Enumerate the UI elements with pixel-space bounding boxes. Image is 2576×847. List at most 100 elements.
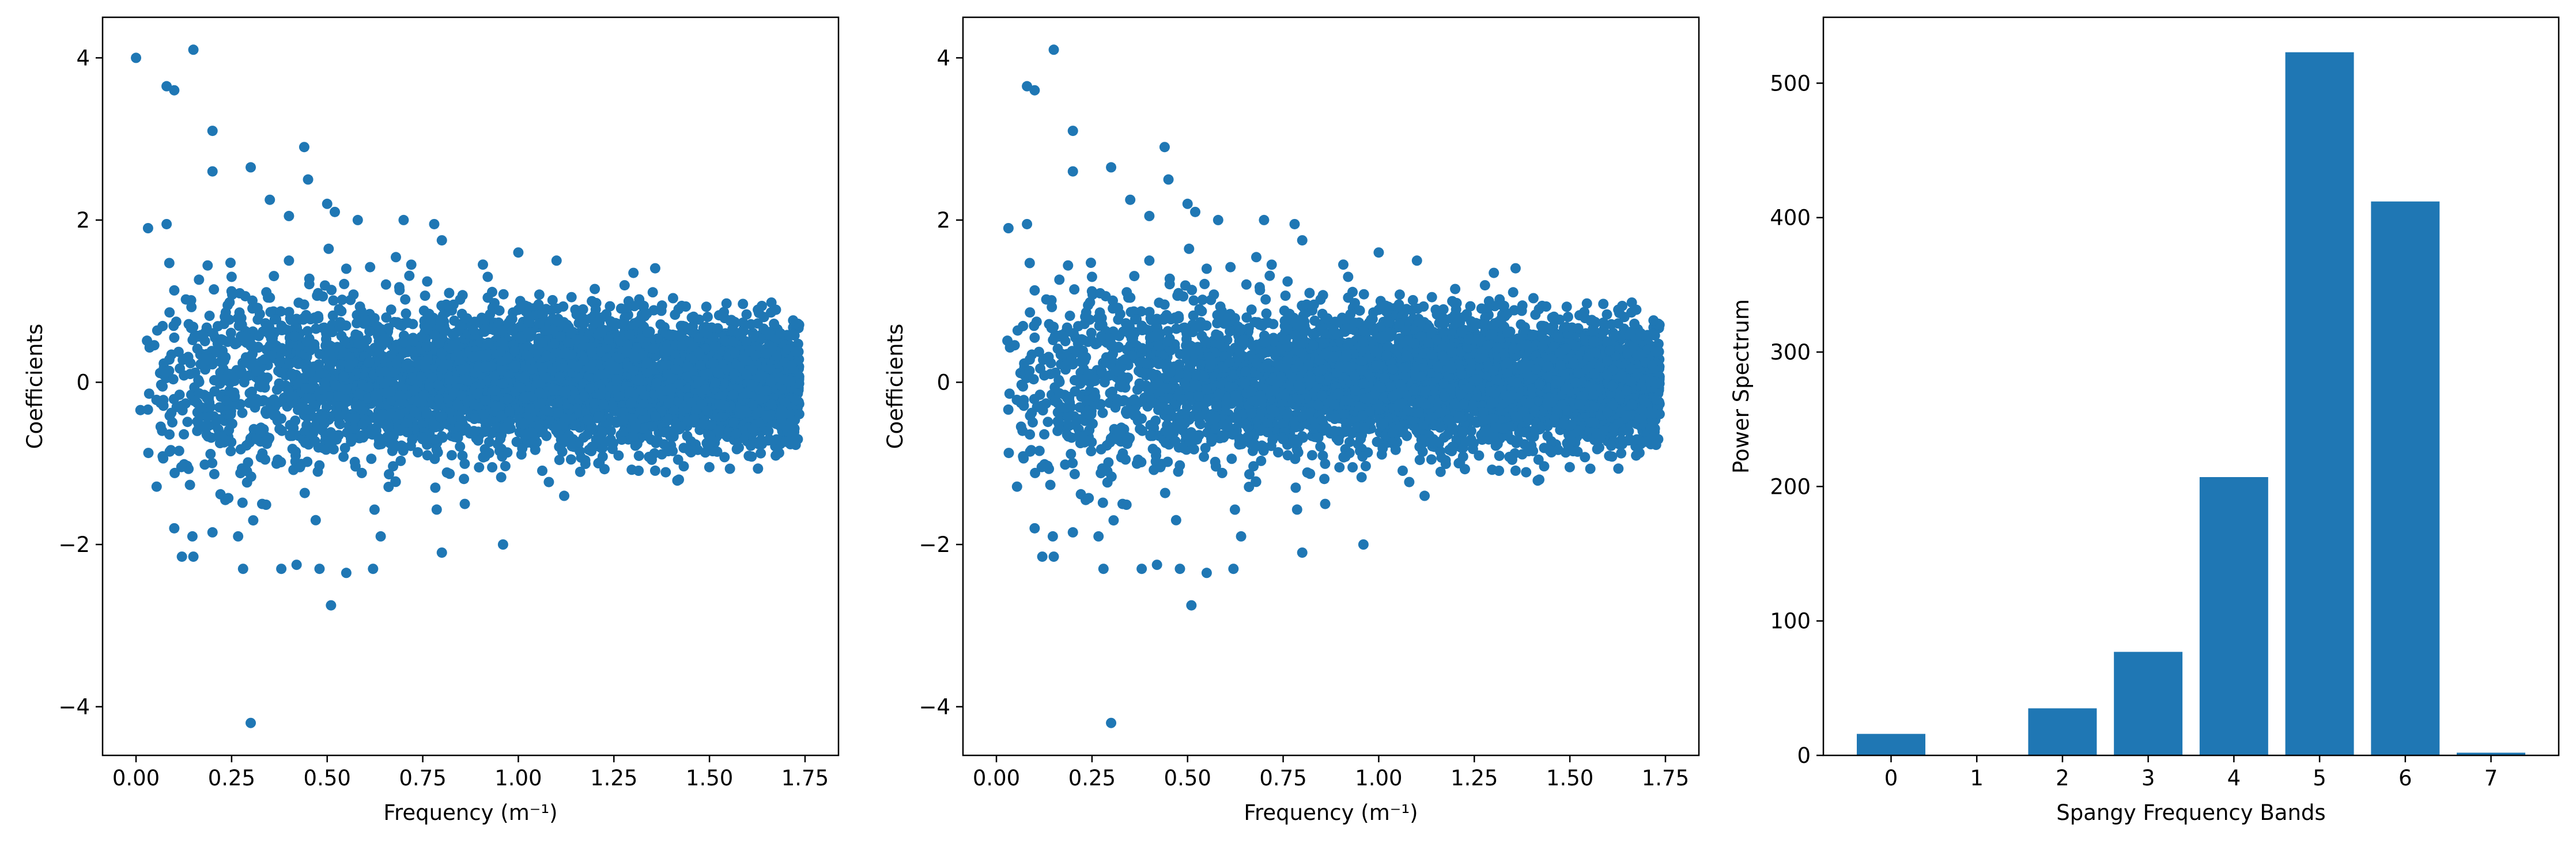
scatter-point [314,460,325,471]
scatter-point [165,445,176,456]
scatter-point [527,428,538,438]
scatter-point [454,355,465,366]
scatter-point [633,451,644,462]
scatter-point [190,367,201,378]
scatter-point [790,346,801,357]
scatter-point [302,456,313,467]
scatter-point [220,311,231,322]
scatter-point [417,434,428,445]
scatter-point [436,347,447,358]
scatter-point [299,487,310,498]
scatter-point [791,395,802,406]
scatter-point [541,350,552,361]
scatter-point [338,371,349,382]
scatter-point [731,429,742,439]
scatter-point [667,330,677,341]
scatter-point [300,437,311,448]
scatter-point [618,426,629,437]
scatter-point [421,409,432,419]
scatter-point [345,433,356,444]
scatter-point [688,311,699,322]
scatter-point [660,467,671,478]
scatter-point [352,317,362,328]
scatter-point [607,400,618,411]
scatter-point [430,482,441,493]
scatter-point [647,454,657,465]
scatter-point [788,328,799,339]
scatter-point [489,298,500,309]
scatter-point [673,454,683,465]
scatter-point [319,418,330,429]
scatter-point [224,297,235,308]
scatter-point [395,455,406,466]
scatter-point [730,347,741,358]
scatter-point [490,385,501,396]
scatter-point [738,298,749,309]
scatter-point [553,407,564,418]
scatter-point [670,364,681,375]
scatter-point [566,292,577,302]
scatter-point [575,466,586,477]
scatter-point [164,410,175,421]
scatter-point [492,438,503,449]
scatter-point [304,273,315,284]
scatter-point [628,432,639,442]
scatter-point [223,368,233,379]
scatter-point [498,289,509,300]
scatter-point [565,454,576,465]
scatter-point [741,369,752,380]
scatter-point [757,301,767,311]
scatter-point [316,394,327,405]
scatter-point [702,312,713,322]
scatter-point [339,335,350,346]
scatter-points [131,44,804,728]
scatter-point [235,288,245,298]
scatter-point [708,357,719,368]
scatter-point [552,303,563,314]
scatter-point [586,445,597,456]
scatter-point [455,441,466,452]
scatter-point [578,317,589,327]
scatter-point [168,320,179,331]
scatter-point [712,323,723,334]
scatter-point [324,360,335,371]
scatter-point [587,296,598,307]
scatter-point [447,340,458,351]
scatter-point [318,291,328,302]
scatter-point [323,243,334,254]
scatter-point [273,454,283,465]
scatter-point [626,464,637,475]
scatter-point [324,346,335,357]
scatter-point [632,316,643,327]
scatter-point [656,300,667,311]
scatter-point [719,307,730,317]
scatter-point [353,330,364,341]
scatter-point [565,437,576,448]
scatter-point [143,388,154,399]
scatter-point [394,282,405,293]
scatter-point [517,443,528,454]
scatter-point [507,325,518,336]
scatter-point [516,334,527,345]
scatter-point [770,304,781,315]
scatter-point [169,285,180,296]
scatter-point [235,444,246,455]
scatter-point [223,493,234,504]
scatter-point [252,302,263,313]
scatter-point [480,324,491,335]
scatter-point [756,448,766,459]
scatter-point [164,365,175,376]
scatter-point [220,352,231,362]
scatter-point [614,353,625,364]
scatter-point [577,304,588,315]
scatter-point [367,429,377,440]
scatter-point [605,364,615,375]
scatter-point [487,286,497,297]
scatter-point [761,410,772,421]
scatter-point [474,462,485,473]
scatter-point [469,426,479,437]
scatter-point [639,300,649,311]
scatter-point [294,462,305,472]
scatter-point [790,440,801,450]
scatter-point [321,334,331,345]
